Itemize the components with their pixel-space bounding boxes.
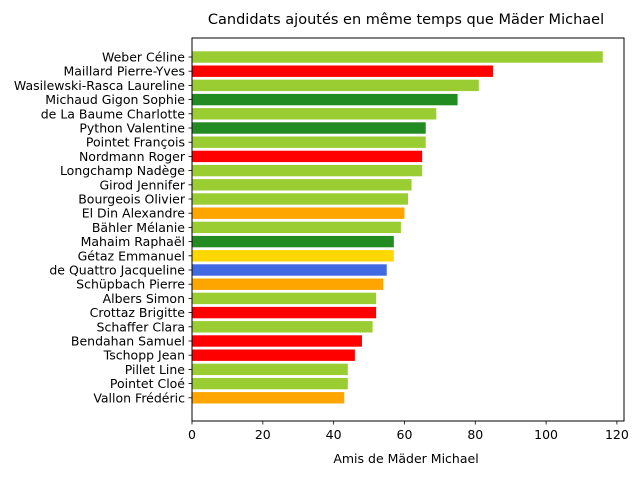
bar [192, 292, 377, 305]
bar [192, 306, 377, 319]
x-tick-label: 80 [467, 427, 483, 442]
bar [192, 250, 394, 262]
x-tick-label: 100 [534, 427, 558, 442]
y-tick-label: Longchamp Nadège [60, 163, 185, 178]
y-tick-label: Wasilewski-Rasca Laureline [14, 78, 185, 93]
y-tick-label: El Din Alexandre [82, 206, 186, 221]
y-tick-label: Schaffer Clara [97, 319, 185, 334]
y-tick-label: Bähler Mélanie [92, 220, 185, 235]
y-tick-label: Pillet Line [125, 362, 186, 377]
y-tick-label: Albers Simon [103, 291, 185, 306]
bar [192, 321, 373, 333]
bar [192, 221, 401, 234]
y-tick-label: Girod Jennifer [99, 177, 185, 192]
bar [192, 108, 437, 120]
y-tick-label: Gétaz Emmanuel [78, 248, 185, 263]
chart-title: Candidats ajoutés en même temps que Mäde… [208, 12, 604, 28]
bar [192, 207, 405, 219]
y-tick-label: Bourgeois Olivier [78, 192, 186, 207]
bar [192, 136, 426, 148]
y-tick-label: Tschopp Jean [103, 348, 185, 363]
bar [192, 363, 348, 376]
x-tick-label: 60 [397, 427, 413, 442]
x-tick-label: 0 [188, 427, 196, 442]
x-tick-label: 40 [326, 427, 342, 442]
bar [192, 392, 345, 404]
y-tick-label: Bendahan Samuel [71, 334, 185, 349]
y-tick-label: de La Baume Charlotte [41, 106, 186, 121]
bar [192, 150, 423, 163]
bar [192, 93, 458, 106]
y-tick-label: Pointet Cloé [110, 376, 185, 391]
y-tick-label: Schüpbach Pierre [76, 277, 185, 292]
plot-area-frame [191, 37, 625, 422]
y-tick-label: de Quattro Jacqueline [49, 263, 185, 278]
bar [192, 193, 408, 205]
bar [192, 51, 603, 63]
y-tick-label: Python Valentine [79, 121, 185, 136]
y-tick-label: Mahaim Raphaël [81, 234, 185, 249]
bar [192, 164, 423, 177]
y-tick-label: Michaud Gigon Sophie [45, 92, 185, 107]
bar [192, 79, 479, 92]
y-tick-label: Nordmann Roger [79, 149, 186, 164]
x-axis-label: Amis de Mäder Michael [333, 451, 478, 466]
bar [192, 264, 387, 276]
bar [192, 349, 355, 361]
bar [192, 235, 394, 248]
y-tick-label: Maillard Pierre-Yves [63, 64, 185, 79]
y-tick-label: Weber Céline [102, 50, 185, 65]
bar [192, 122, 426, 134]
y-tick-label: Crottaz Brigitte [90, 305, 186, 320]
x-tick-label: 20 [255, 427, 271, 442]
bar [192, 65, 493, 77]
bar [192, 335, 362, 347]
y-tick-label: Pointet François [86, 135, 185, 150]
bar [192, 377, 348, 390]
x-ticks: 0 20 40 60 80 100 120 [188, 421, 629, 442]
bar [192, 179, 412, 191]
bar [192, 278, 384, 290]
y-tick-label: Vallon Frédéric [93, 390, 185, 405]
bars-group [192, 51, 603, 404]
x-tick-label: 120 [605, 427, 629, 442]
